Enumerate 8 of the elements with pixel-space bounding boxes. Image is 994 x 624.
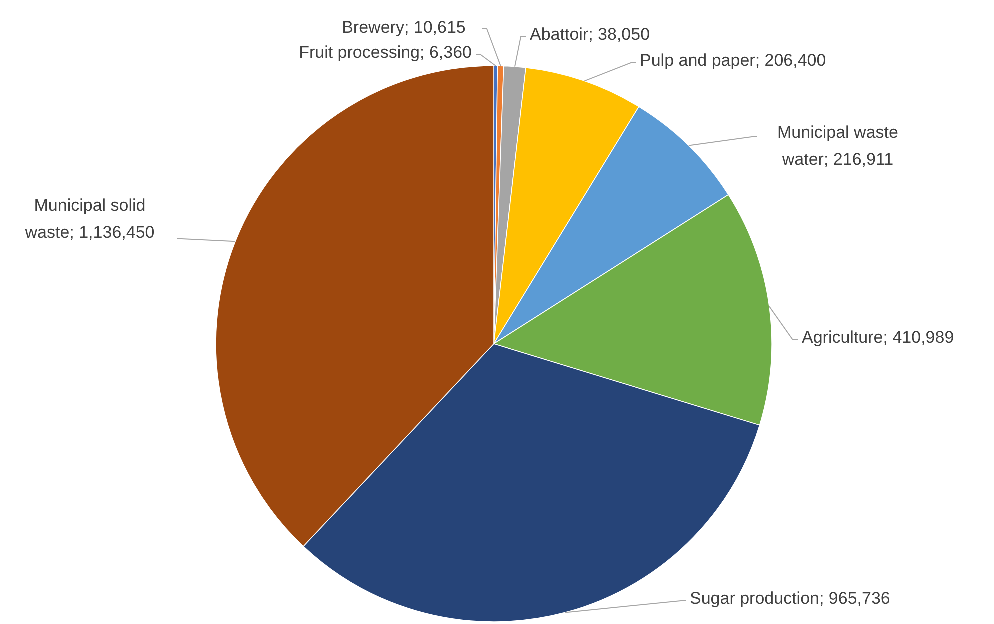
- slice-label: Abattoir; 38,050: [530, 25, 650, 44]
- slice-label: Pulp and paper; 206,400: [640, 51, 826, 70]
- slice-label: Fruit processing; 6,360: [299, 43, 472, 62]
- slice-label: Agriculture; 410,989: [802, 328, 954, 347]
- slice-label: Sugar production; 965,736: [690, 589, 890, 608]
- slice-label: Municipal solid waste; 1,136,450: [24, 196, 155, 242]
- slice-label: Brewery; 10,615: [342, 18, 466, 37]
- slice-label: Municipal waste water; 216,911: [778, 123, 898, 169]
